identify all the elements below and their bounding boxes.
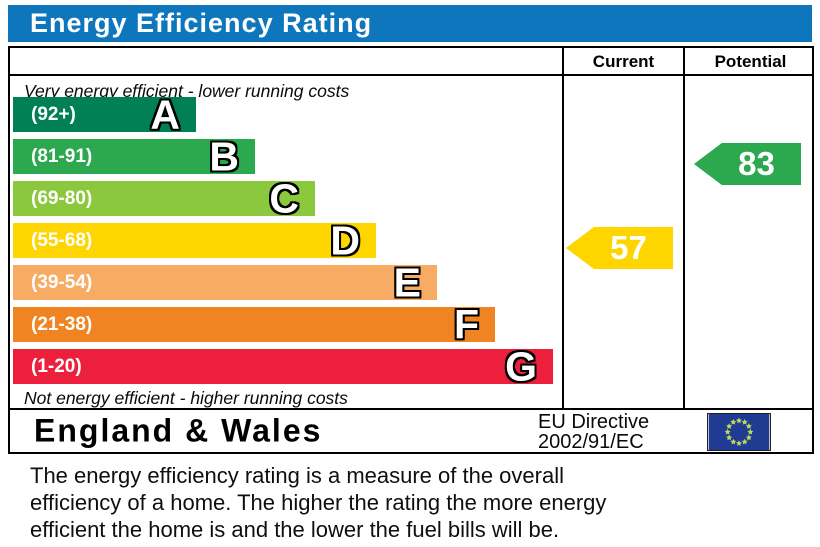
band-g-letter: G	[505, 343, 537, 389]
band-f-letter: F	[453, 301, 479, 347]
band-e: (39-54) E	[13, 259, 437, 305]
eu-flag-stars	[724, 417, 754, 446]
band-f-range: (21-38)	[31, 313, 93, 335]
band-d-range: (55-68)	[31, 229, 93, 251]
description-line-3: efficient the home is and the lower the …	[30, 517, 560, 542]
region-label: England & Wales	[34, 412, 323, 449]
current-rating-value: 57	[610, 229, 647, 266]
band-c-letter: C	[269, 175, 299, 221]
potential-rating-value: 83	[738, 145, 775, 182]
page-title: Energy Efficiency Rating	[8, 5, 812, 42]
band-a-letter: A	[150, 91, 180, 137]
eu-directive-line1: EU Directive	[538, 411, 650, 433]
band-d: (55-68) D	[13, 217, 376, 263]
description-line-1: The energy efficiency rating is a measur…	[30, 463, 564, 488]
column-header-current: Current	[592, 52, 655, 71]
table-footer: England & Wales EU Directive 2002/91/EC	[10, 408, 812, 452]
eu-directive-label: EU Directive 2002/91/EC	[538, 412, 649, 452]
table-header-row: Current Potential	[10, 48, 812, 76]
band-e-range: (39-54)	[31, 271, 93, 293]
current-rating-arrow: 57	[566, 227, 673, 269]
band-e-letter: E	[393, 259, 421, 305]
band-b-range: (81-91)	[31, 145, 93, 167]
band-a-range: (92+)	[31, 103, 76, 125]
bottom-note: Not energy efficient - higher running co…	[24, 388, 348, 408]
band-b-letter: B	[209, 133, 239, 179]
band-c: (69-80) C	[13, 175, 315, 221]
description-text: The energy efficiency rating is a measur…	[30, 462, 606, 543]
band-d-letter: D	[330, 217, 360, 263]
band-g: (1-20) G	[13, 343, 553, 389]
eu-flag-icon	[707, 413, 771, 451]
column-divider-potential	[683, 48, 685, 410]
band-f: (21-38) F	[13, 301, 495, 347]
column-divider-current	[562, 48, 564, 410]
potential-rating-arrow: 83	[694, 143, 801, 185]
description-line-2: efficiency of a home. The higher the rat…	[30, 490, 607, 515]
band-a: (92+) A	[13, 91, 196, 137]
eu-directive-line2: 2002/91/EC	[538, 431, 644, 453]
band-g-range: (1-20)	[31, 355, 82, 377]
top-note: Very energy efficient - lower running co…	[24, 81, 350, 101]
band-b: (81-91) B	[13, 133, 255, 179]
band-c-range: (69-80)	[31, 187, 93, 209]
column-header-potential: Potential	[714, 52, 787, 71]
rating-table: Current Potential Very energy efficient …	[8, 46, 814, 454]
